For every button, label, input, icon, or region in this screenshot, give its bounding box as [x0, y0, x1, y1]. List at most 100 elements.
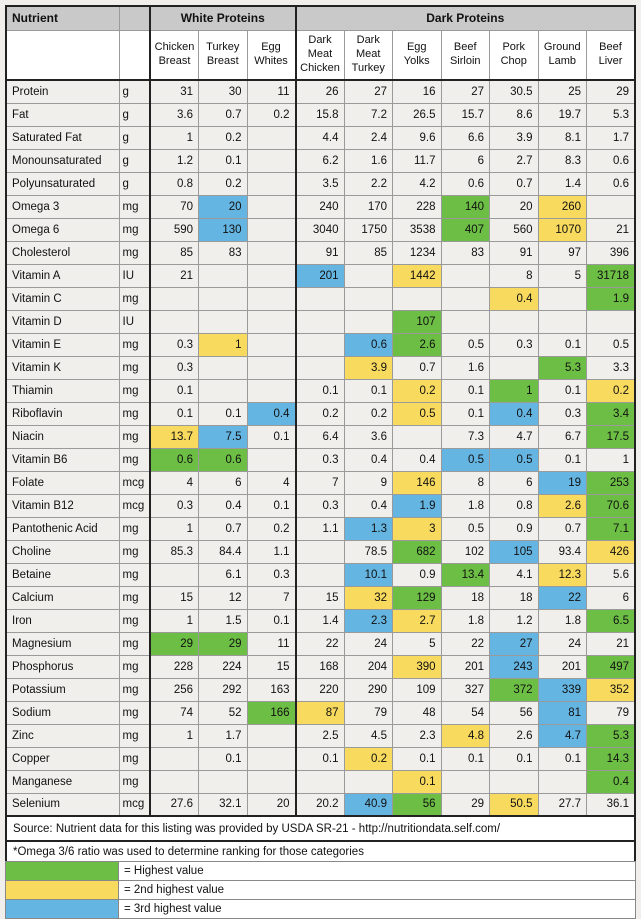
- value-cell: 201: [440, 654, 490, 679]
- value-cell: 560: [489, 217, 539, 242]
- value-cell: 8: [440, 470, 490, 495]
- value-cell: 6: [198, 470, 248, 495]
- legend-label: = Highest value: [118, 861, 636, 881]
- nutrient-name: Fat: [5, 102, 120, 127]
- value-cell: 0.1: [537, 746, 587, 771]
- value-cell: 0.2: [246, 102, 296, 127]
- value-cell: 21: [586, 631, 636, 656]
- value-cell: 54: [440, 700, 490, 725]
- value-cell: 11.7: [392, 148, 442, 173]
- nutrient-unit: mg: [118, 585, 151, 610]
- legend-row: = 3rd highest value: [5, 899, 636, 919]
- value-cell: [246, 355, 296, 380]
- nutrient-unit: mg: [118, 677, 151, 702]
- value-cell: 29: [440, 792, 490, 817]
- value-cell: 0.2: [586, 378, 636, 403]
- value-cell: 27: [489, 631, 539, 656]
- value-cell: 83: [440, 240, 490, 265]
- legend-label: = 2nd highest value: [118, 880, 636, 900]
- value-cell: 10.1: [343, 562, 393, 587]
- nutrient-name: Betaine: [5, 562, 120, 587]
- value-cell: 6.5: [586, 608, 636, 633]
- value-cell: 4.5: [343, 723, 393, 748]
- value-cell: [440, 286, 490, 311]
- table-row-vitamin-b6: Vitamin B6 mg 0.6 0.6 0.3 0.4 0.4 0.5 0.5 0.1 1: [5, 447, 636, 472]
- value-cell: 7.2: [343, 102, 393, 127]
- value-cell: 0.1: [537, 332, 587, 357]
- nutrient-name: Copper: [5, 746, 120, 771]
- value-cell: 1.8: [537, 608, 587, 633]
- nutrient-name: Polyunsaturated: [5, 171, 120, 196]
- nutrient-table: Nutrient White Proteins Dark Proteins Ch…: [5, 5, 636, 817]
- value-cell: 9.6: [392, 125, 442, 150]
- value-cell: 7: [246, 585, 296, 610]
- table-row-fat: Fat g 3.6 0.7 0.2 15.8 7.2 26.5 15.7 8.6 19.7 5.3: [5, 102, 636, 127]
- value-cell: [246, 309, 296, 334]
- value-cell: [294, 332, 345, 357]
- table-row-phosphorus: Phosphorus mg 228 224 15 168 204 390 201 243 201 49…: [5, 654, 636, 679]
- value-cell: [246, 148, 296, 173]
- table-row-cholesterol: Cholesterol mg 85 83 91 85 1234 83 91 97 396: [5, 240, 636, 265]
- value-cell: [343, 769, 393, 794]
- value-cell: 168: [294, 654, 345, 679]
- nutrient-unit: mg: [118, 424, 151, 449]
- value-cell: 0.8: [489, 493, 539, 518]
- value-cell: 5: [537, 263, 587, 288]
- value-cell: 0.7: [198, 102, 248, 127]
- value-cell: 170: [343, 194, 393, 219]
- value-cell: [294, 355, 345, 380]
- value-cell: 1.7: [586, 125, 636, 150]
- value-cell: 4: [246, 470, 296, 495]
- value-cell: 0.5: [440, 332, 490, 357]
- value-cell: 40.9: [343, 792, 393, 817]
- value-cell: 18: [489, 585, 539, 610]
- value-cell: 1.8: [440, 608, 490, 633]
- value-cell: 1.4: [294, 608, 345, 633]
- nutrient-unit: mg: [118, 746, 151, 771]
- value-cell: [246, 286, 296, 311]
- table-row-omega-6: Omega 6 mg 590 130 3040 1750 3538 407 560 1070 21: [5, 217, 636, 242]
- value-cell: 19.7: [537, 102, 587, 127]
- value-cell: 20: [198, 194, 248, 219]
- value-cell: 0.1: [489, 746, 539, 771]
- table-row-choline: Choline mg 85.3 84.4 1.1 78.5 682 102 105 93.4 426: [5, 539, 636, 564]
- value-cell: [294, 286, 345, 311]
- value-cell: 0.1: [198, 148, 248, 173]
- value-cell: [246, 769, 296, 794]
- value-cell: 109: [392, 677, 442, 702]
- nutrient-name: Riboflavin: [5, 401, 120, 426]
- nutrient-column-header: Nutrient: [5, 5, 120, 31]
- value-cell: 396: [586, 240, 636, 265]
- value-cell: 107: [392, 309, 442, 334]
- value-cell: 2.4: [343, 125, 393, 150]
- value-cell: 0.1: [392, 769, 442, 794]
- value-cell: [246, 194, 296, 219]
- nutrient-name: Monounsaturated: [5, 148, 120, 173]
- value-cell: 1.7: [198, 723, 248, 748]
- value-cell: 0.2: [294, 401, 345, 426]
- value-cell: 9: [343, 470, 393, 495]
- value-cell: [198, 769, 248, 794]
- nutrient-unit: g: [118, 79, 151, 104]
- value-cell: 21: [149, 263, 199, 288]
- nutrient-name: Iron: [5, 608, 120, 633]
- value-cell: 0.3: [149, 332, 199, 357]
- value-cell: 24: [343, 631, 393, 656]
- value-cell: 4.7: [489, 424, 539, 449]
- value-cell: 83: [198, 240, 248, 265]
- nutrient-unit: mcg: [118, 493, 151, 518]
- nutrient-name: Calcium: [5, 585, 120, 610]
- table-row-copper: Copper mg 0.1 0.1 0.2 0.1 0.1 0.1 0.1 14.3: [5, 746, 636, 771]
- value-cell: [246, 263, 296, 288]
- table-row-riboflavin: Riboflavin mg 0.1 0.1 0.4 0.2 0.2 0.5 0.1 0.4 0.3 3…: [5, 401, 636, 426]
- value-cell: 0.1: [392, 746, 442, 771]
- value-cell: 0.1: [294, 746, 345, 771]
- value-cell: 2.6: [392, 332, 442, 357]
- value-cell: 0.4: [392, 447, 442, 472]
- column-header-beef-liver: Beef Liver: [586, 29, 636, 81]
- value-cell: 6.1: [198, 562, 248, 587]
- nutrient-name: Vitamin E: [5, 332, 120, 357]
- value-cell: 3.5: [294, 171, 345, 196]
- value-cell: 228: [149, 654, 199, 679]
- nutrient-unit: mg: [118, 332, 151, 357]
